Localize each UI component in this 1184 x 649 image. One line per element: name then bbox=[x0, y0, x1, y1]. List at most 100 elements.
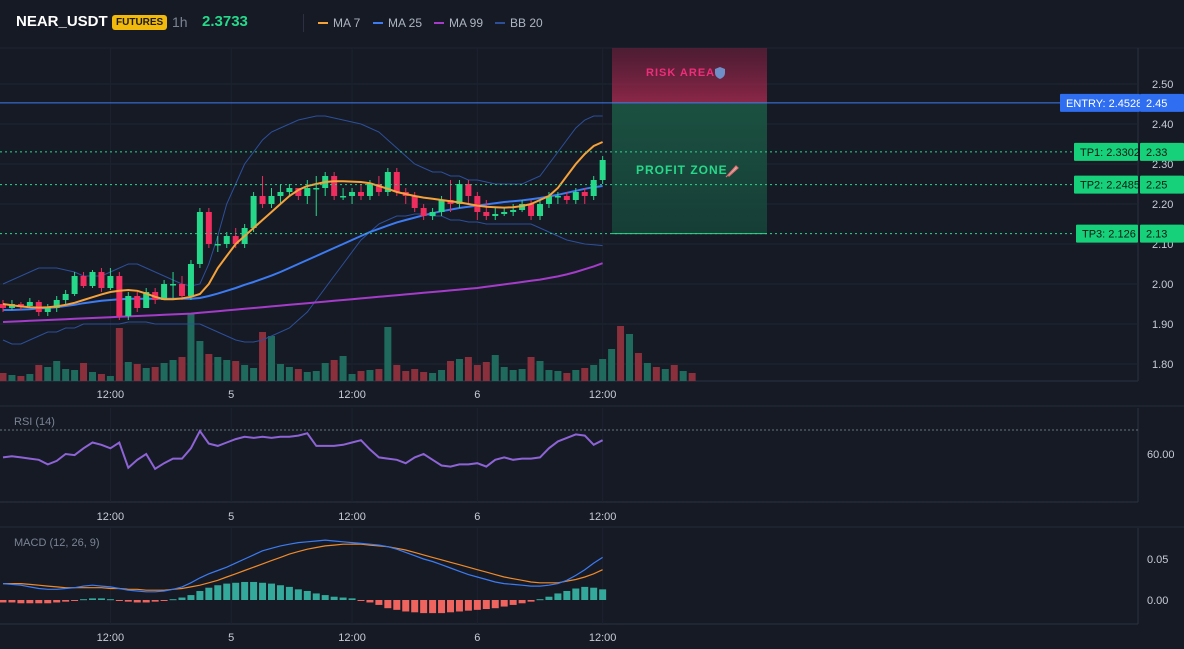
candle-body bbox=[590, 180, 597, 196]
volume-bar bbox=[160, 363, 168, 381]
macd-tick-label: 0.05 bbox=[1147, 554, 1168, 566]
candle-body bbox=[340, 196, 347, 198]
macd-histogram-bar bbox=[89, 598, 96, 600]
candle-body bbox=[250, 196, 257, 228]
volume-bar bbox=[241, 365, 249, 381]
candle-body bbox=[456, 184, 463, 204]
candle-body bbox=[205, 212, 212, 244]
candle-body bbox=[196, 212, 203, 264]
macd-histogram-bar bbox=[545, 596, 553, 600]
macd-histogram-bar bbox=[455, 600, 463, 612]
volume-bar bbox=[402, 371, 410, 381]
time-tick-label: 12:00 bbox=[589, 632, 617, 644]
tp-axis-badge-text: 2.13 bbox=[1146, 229, 1167, 241]
rsi-title: RSI (14) bbox=[14, 416, 55, 428]
macd-histogram-bar bbox=[250, 581, 258, 600]
time-tick-label: 5 bbox=[228, 389, 234, 401]
volume-bar bbox=[169, 360, 177, 381]
interval-selector[interactable]: 1h bbox=[172, 14, 188, 30]
macd-histogram-bar bbox=[169, 599, 177, 601]
macd-histogram-bar bbox=[420, 600, 428, 614]
volume-bar bbox=[482, 362, 490, 381]
volume-bar bbox=[115, 328, 123, 381]
macd-histogram-bar bbox=[303, 590, 311, 600]
candle-body bbox=[134, 296, 141, 308]
volume-bar bbox=[608, 349, 616, 381]
candle-body bbox=[62, 294, 69, 300]
volume-bar bbox=[545, 370, 553, 381]
macd-histogram-bar bbox=[581, 586, 589, 600]
volume-bar bbox=[572, 370, 580, 381]
macd-histogram-bar bbox=[44, 600, 52, 604]
volume-bar bbox=[142, 368, 150, 381]
time-tick-label: 5 bbox=[228, 511, 234, 523]
tp-tag bbox=[1076, 224, 1138, 243]
candle-body bbox=[358, 192, 364, 196]
volume-bar bbox=[688, 373, 696, 381]
price-tick-label: 1.80 bbox=[1152, 359, 1173, 371]
macd-histogram-bar bbox=[330, 596, 338, 600]
candle-body bbox=[501, 212, 508, 214]
volume-bar bbox=[250, 368, 258, 381]
tp-tag bbox=[1074, 175, 1138, 194]
macd-histogram-bar bbox=[438, 600, 446, 614]
volume-bar bbox=[581, 368, 589, 381]
tp-tag-text: TP2: 2.2485 bbox=[1080, 180, 1140, 192]
volume-bar bbox=[223, 360, 231, 381]
legend-bb20[interactable]: BB 20 bbox=[495, 16, 543, 30]
candle-body bbox=[161, 284, 168, 300]
volume-bar bbox=[411, 369, 419, 381]
volume-bar bbox=[643, 363, 651, 381]
candle-body bbox=[259, 196, 266, 204]
volume-bar bbox=[438, 370, 446, 381]
macd-histogram-bar bbox=[124, 600, 132, 602]
tp-axis-badge-text: 2.33 bbox=[1146, 147, 1167, 159]
volume-bar bbox=[268, 336, 275, 381]
candle-body bbox=[474, 196, 481, 212]
candle-body bbox=[232, 236, 239, 244]
candle-body bbox=[563, 196, 570, 200]
volume-bar bbox=[473, 365, 481, 381]
time-tick-label: 12:00 bbox=[589, 389, 617, 401]
candle-body bbox=[554, 196, 561, 198]
legend-label: MA 7 bbox=[333, 16, 361, 30]
volume-bar bbox=[294, 369, 302, 381]
volume-bar bbox=[500, 367, 508, 381]
macd-histogram-bar bbox=[473, 600, 481, 610]
legend-ma25[interactable]: MA 25 bbox=[373, 16, 422, 30]
legend-ma99[interactable]: MA 99 bbox=[434, 16, 483, 30]
volume-bar bbox=[26, 374, 34, 381]
candle-body bbox=[313, 188, 320, 190]
candle-body bbox=[572, 192, 579, 200]
macd-title: MACD (12, 26, 9) bbox=[14, 537, 100, 549]
candle-body bbox=[170, 284, 177, 286]
macd-histogram-bar bbox=[196, 590, 204, 600]
candle-body bbox=[143, 292, 150, 308]
volume-bar bbox=[285, 367, 293, 381]
volume-bar bbox=[330, 360, 338, 381]
candle-body bbox=[411, 196, 418, 208]
candle-body bbox=[438, 200, 445, 212]
candle-body bbox=[116, 276, 123, 316]
time-tick-label: 12:00 bbox=[97, 389, 125, 401]
macd-histogram-bar bbox=[214, 585, 222, 600]
volume-bar bbox=[178, 357, 186, 381]
macd-histogram-bar bbox=[259, 582, 267, 600]
symbol-label[interactable]: NEAR_USDT bbox=[16, 13, 108, 30]
ma25-line bbox=[3, 185, 603, 311]
macd-histogram-bar bbox=[294, 589, 302, 600]
legend-swatch bbox=[318, 22, 328, 24]
legend-label: MA 25 bbox=[388, 16, 423, 30]
legend-ma7[interactable]: MA 7 bbox=[318, 16, 360, 30]
entry-axis-badge bbox=[1140, 93, 1184, 112]
volume-bar bbox=[536, 361, 544, 381]
candle-body bbox=[98, 272, 105, 288]
macd-line bbox=[2, 539, 603, 593]
tp-axis-badge bbox=[1140, 224, 1184, 243]
macd-histogram-bar bbox=[321, 595, 329, 600]
volume-bar bbox=[106, 376, 114, 381]
legend-swatch bbox=[434, 22, 444, 24]
volume-bar bbox=[679, 371, 687, 381]
candle-body bbox=[89, 272, 96, 286]
